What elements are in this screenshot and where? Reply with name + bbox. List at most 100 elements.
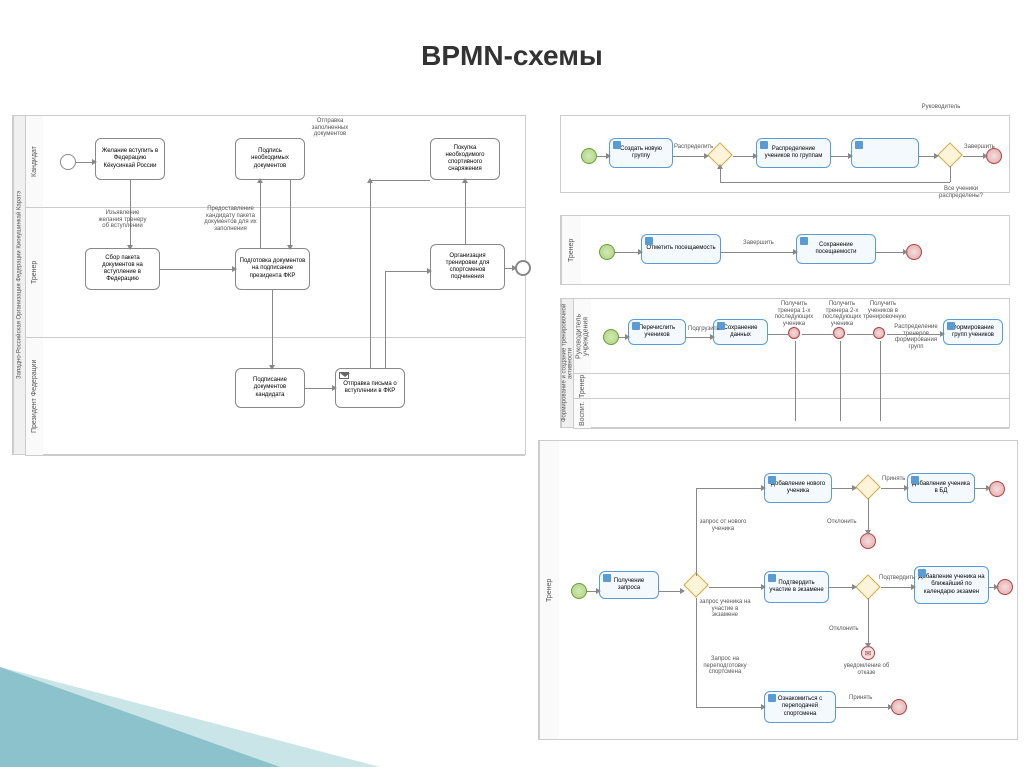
task-label: Отметить посещаемость bbox=[646, 245, 715, 252]
task-list-students: Перечислить учеников bbox=[628, 319, 686, 345]
gateway bbox=[855, 474, 880, 499]
lane: Руководитель учреждения Перечислить учен… bbox=[573, 299, 1009, 374]
flow-label: Запрос на переподготовку спортсмена bbox=[699, 656, 751, 676]
task-type-icon bbox=[645, 237, 653, 245]
flow-label: Изъявление желания тренеру об вступлении bbox=[95, 210, 150, 230]
task-organize-training: Организация тренировки для спортсменов п… bbox=[430, 244, 505, 290]
end-event bbox=[515, 260, 531, 276]
task-label: Добавление ученика в БД bbox=[911, 481, 971, 495]
lane-label: Воспит. bbox=[573, 399, 591, 428]
task-add-to-db: Добавление ученика в БД bbox=[907, 473, 975, 503]
lane-label: Тренер bbox=[561, 216, 581, 284]
task-buy-equip: Покупка необходимого спортивного снаряже… bbox=[430, 138, 500, 180]
start-event bbox=[60, 154, 76, 170]
slide-decoration bbox=[0, 667, 280, 767]
task-confirm-exam: Подтвердить участие в экзамене bbox=[764, 571, 829, 603]
end-event bbox=[997, 579, 1013, 595]
task-save-attendance: Сохранение посещаемости bbox=[796, 234, 876, 264]
flow-label: Получить тренера 2-х последующих ученика bbox=[821, 301, 863, 327]
flow-label: Распределение тренеров формирования груп… bbox=[891, 324, 941, 350]
pool-label: Формирование и создание тренировочной ак… bbox=[561, 299, 573, 427]
bpmn-panel-3: Тренер Отметить посещаемость Сохранение … bbox=[560, 215, 1010, 285]
task-type-icon bbox=[768, 574, 776, 582]
task-sign-docs: Подпись необходимых документов bbox=[235, 138, 305, 180]
task-type-icon bbox=[760, 141, 768, 149]
lane-label: Тренер bbox=[539, 441, 559, 739]
msg-flow bbox=[465, 180, 466, 244]
task-label: Добавление ученика на ближайший по кален… bbox=[918, 574, 985, 596]
task-send-letter: Отправка письма о вступлении в ФКР bbox=[335, 368, 405, 408]
task-wish-join: Желание вступить в Федерацию Кёкусинкай … bbox=[95, 138, 165, 180]
flow-label: запрос от нового ученика bbox=[699, 519, 747, 532]
gateway bbox=[855, 574, 880, 599]
lane-label-trener: Тренер bbox=[25, 208, 43, 337]
top-role-label: Руководитель bbox=[911, 104, 971, 111]
task-label: Сохранение посещаемости bbox=[800, 242, 872, 256]
start-event bbox=[571, 583, 587, 599]
msg-flow bbox=[795, 341, 796, 421]
flow-label: Отправка заполненных документов bbox=[300, 118, 360, 138]
task-label: Подтвердить участие в экзамене bbox=[768, 580, 825, 594]
task-type-icon bbox=[613, 141, 621, 149]
task-create-group: Создать новую группу bbox=[609, 138, 673, 168]
intermediate-event bbox=[873, 327, 885, 339]
task-type-icon bbox=[603, 574, 611, 582]
task-type-icon bbox=[918, 569, 926, 577]
task-label: Создать новую группу bbox=[613, 146, 669, 160]
lane-prezident: Президент Федерации Подписание документо… bbox=[25, 338, 525, 456]
task-label: Отправка письма о вступлении в ФКР bbox=[339, 381, 401, 395]
message-event bbox=[861, 646, 875, 660]
task-prepare-docs: Подготовка документов на подписание през… bbox=[235, 248, 310, 290]
flow-label: Завершить bbox=[964, 144, 995, 151]
task-label: Ознакомиться с переподачей спортсмена bbox=[768, 696, 832, 718]
task-type-icon bbox=[800, 237, 808, 245]
flow-label: Получить тренера 1-х последующих ученика bbox=[773, 301, 815, 327]
end-event bbox=[860, 533, 876, 549]
task-mark-attendance: Отметить посещаемость bbox=[641, 234, 721, 264]
intermediate-event bbox=[788, 327, 800, 339]
lane-label: Тренер bbox=[573, 374, 591, 398]
msg-flow bbox=[290, 180, 291, 248]
page-title: BPMN-схемы bbox=[0, 40, 1024, 72]
end-event bbox=[989, 481, 1005, 497]
bpmn-panel-5: Тренер Получение запроса Добавление ново… bbox=[538, 440, 1018, 740]
flow-label: Все ученики распределены? bbox=[931, 186, 991, 199]
envelope-icon bbox=[339, 372, 349, 379]
seq-flow bbox=[272, 290, 273, 368]
bpmn-panel-4: Формирование и создание тренировочной ак… bbox=[560, 298, 1010, 428]
seq-flow bbox=[160, 269, 235, 270]
msg-flow bbox=[260, 180, 261, 248]
flow-label: Завершить bbox=[743, 240, 774, 247]
start-event bbox=[599, 244, 615, 260]
task-sign-candidate: Подписание документов кандидата bbox=[235, 368, 305, 408]
gateway-split bbox=[683, 572, 708, 597]
flow-label: Подтвердить bbox=[879, 575, 915, 582]
flow-label: Распределить bbox=[674, 144, 713, 151]
task-label: Распределение учеников по группам bbox=[760, 146, 827, 160]
task-type-icon bbox=[947, 322, 955, 330]
msg-flow bbox=[880, 341, 881, 421]
bpmn-panel-1: Западно-Российская Организация Федерации… bbox=[12, 115, 526, 455]
flow-label: Подгрузить bbox=[688, 326, 719, 333]
flow-label: Принять bbox=[882, 476, 905, 483]
task-save-data: Сохранение данных bbox=[713, 319, 768, 345]
flow-label: запрос ученика на участие в экзамене bbox=[699, 599, 751, 619]
start-event bbox=[603, 329, 619, 345]
lane-label: Руководитель учреждения bbox=[573, 299, 591, 373]
flow-label: Предоставление кандидату пакета документ… bbox=[203, 206, 258, 232]
lane: Тренер bbox=[573, 374, 1009, 399]
bpmn-panel-2: Руководитель Создать новую группу Распре… bbox=[560, 115, 1010, 193]
msg-flow bbox=[385, 271, 386, 368]
lane-label-kandidat: Кандидат bbox=[25, 116, 43, 207]
end-event bbox=[906, 244, 922, 260]
task-type-icon bbox=[768, 476, 776, 484]
flow-label: Принять bbox=[849, 695, 872, 702]
task-receive-request: Получение запроса bbox=[599, 571, 659, 599]
flow-label: Отклонить bbox=[827, 519, 857, 526]
task-add-student: Добавление нового ученика bbox=[764, 473, 832, 503]
flow-label: Получить учеников в тренировочную bbox=[863, 301, 903, 321]
end-event bbox=[891, 699, 907, 715]
task-type-icon bbox=[768, 694, 776, 702]
task-label: Добавление нового ученика bbox=[768, 481, 828, 495]
task-inform bbox=[851, 138, 919, 168]
